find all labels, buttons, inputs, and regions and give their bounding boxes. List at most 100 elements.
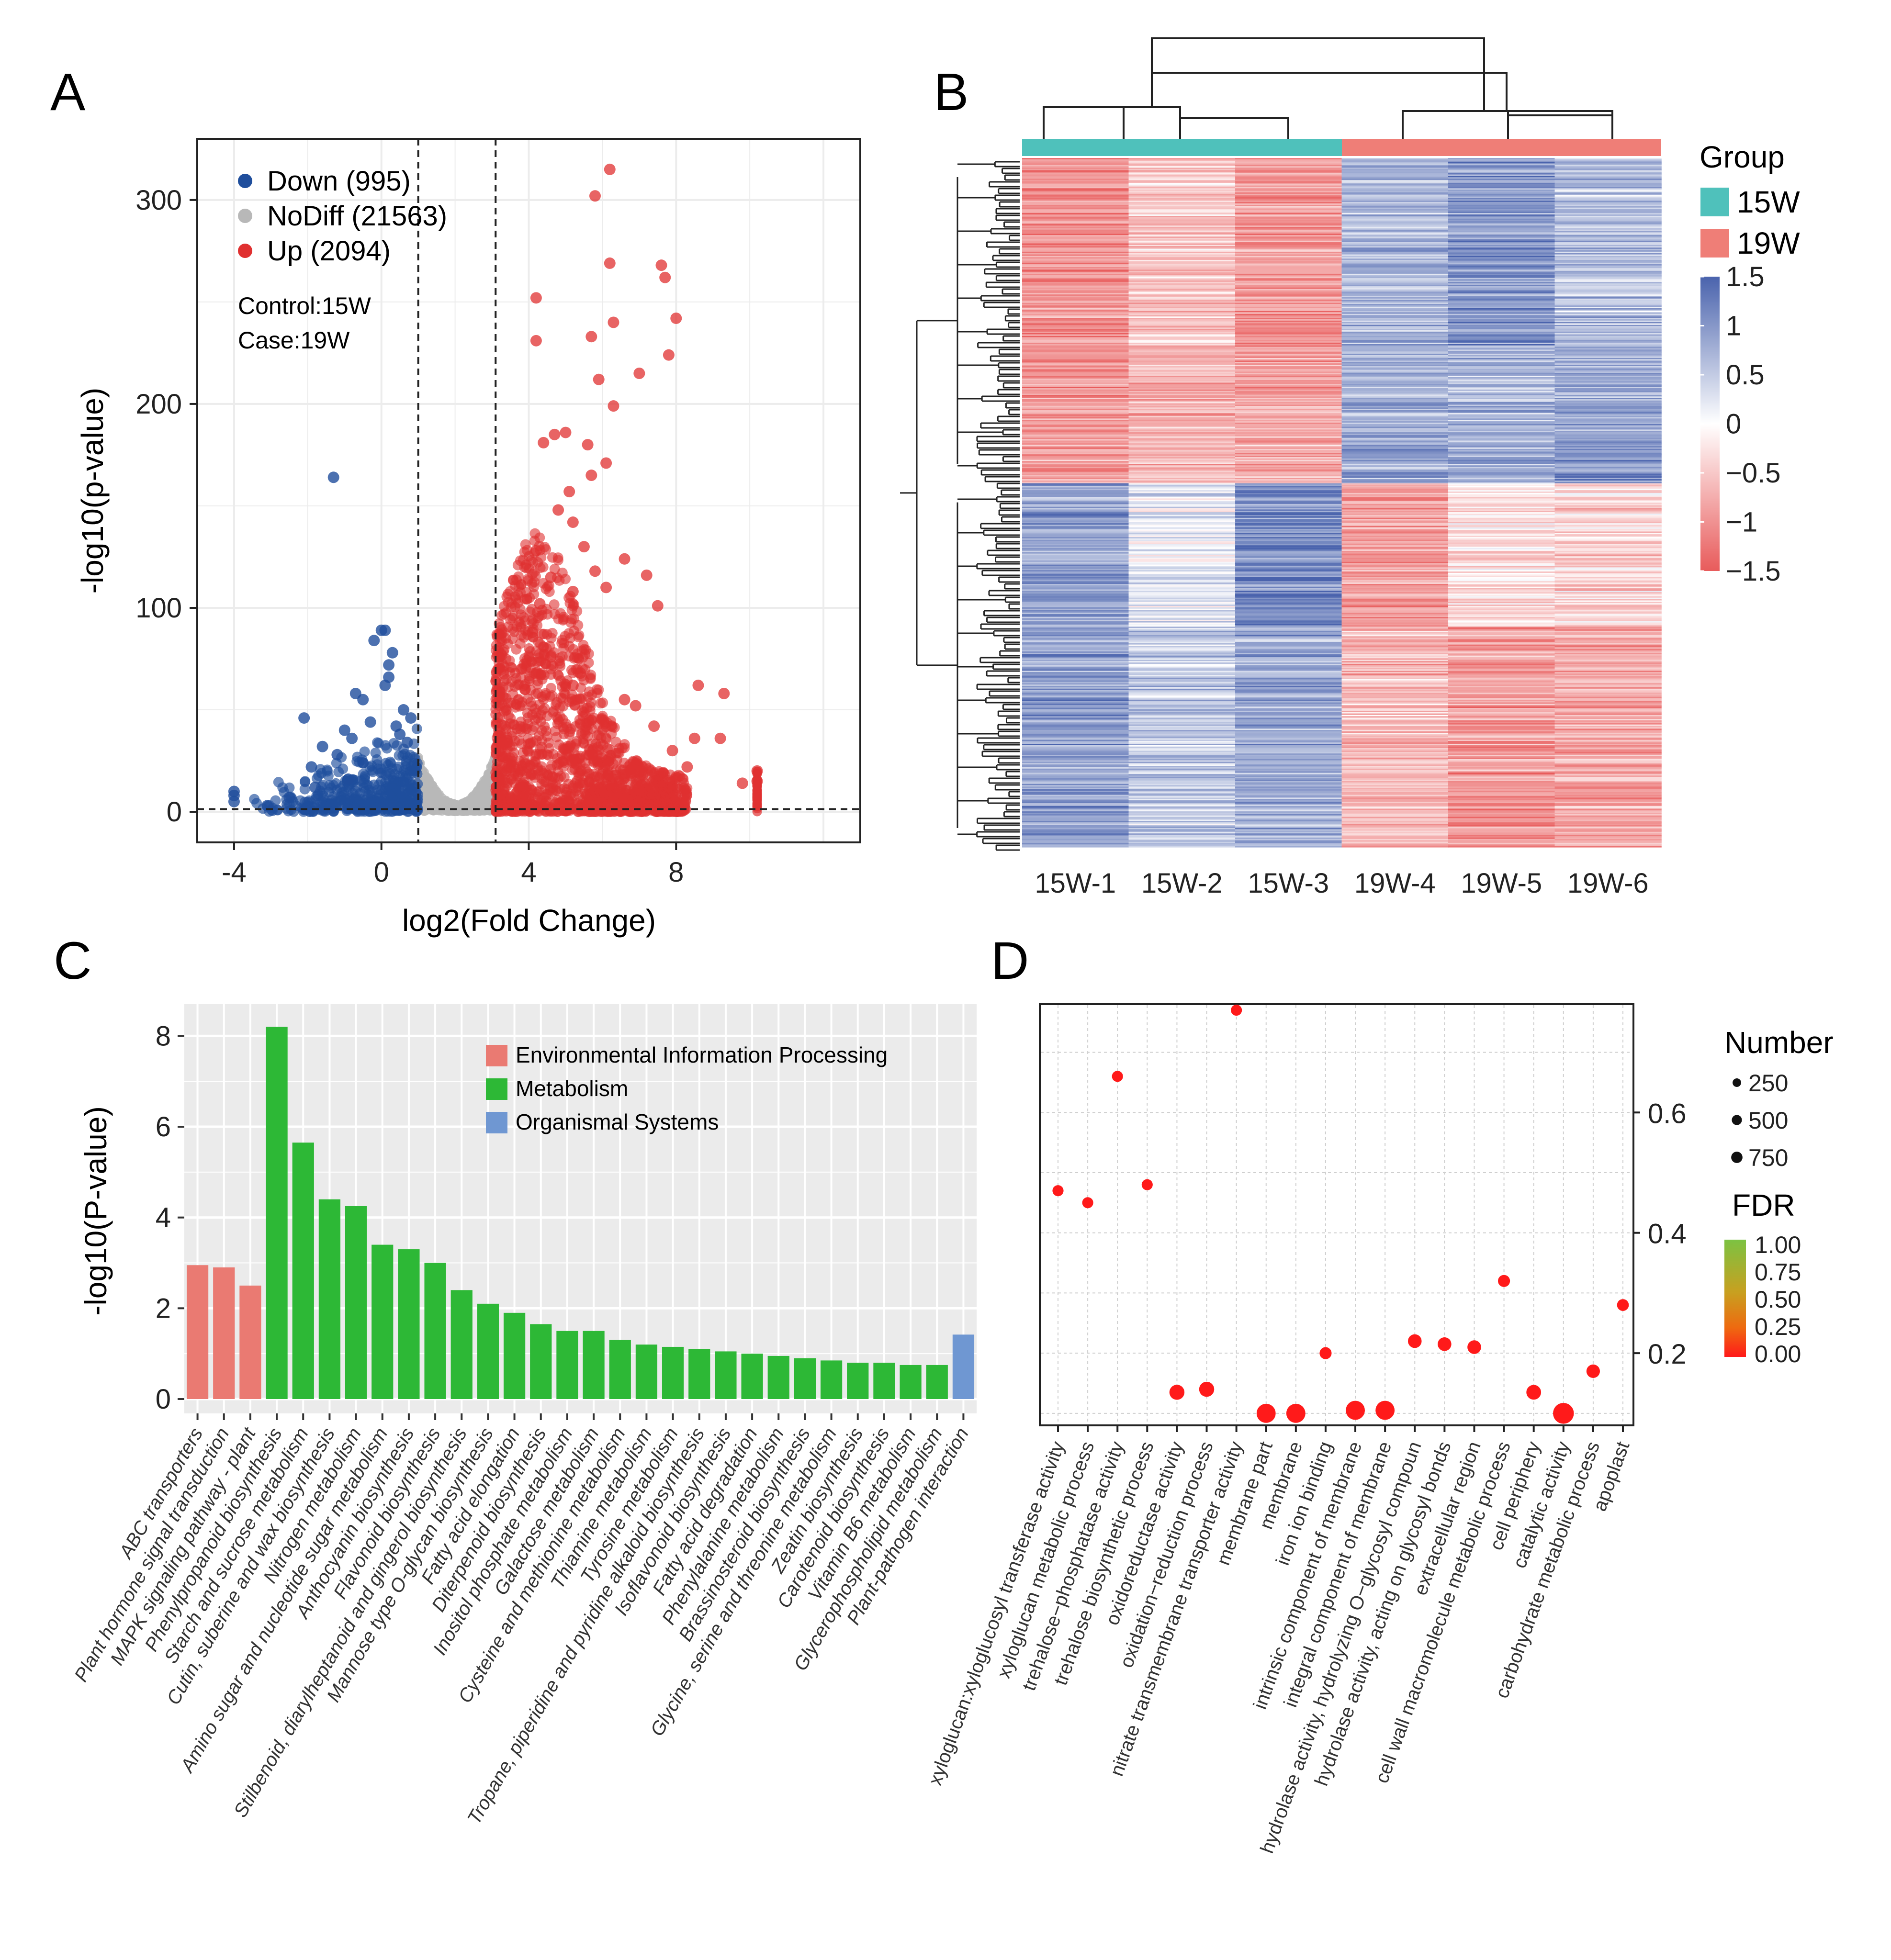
down-point	[375, 624, 387, 636]
up-point	[633, 368, 645, 379]
up-point	[610, 737, 621, 748]
up-point	[529, 772, 540, 783]
down-point	[364, 716, 376, 728]
nodiff-point	[481, 775, 490, 784]
up-point	[681, 761, 693, 773]
up-point	[547, 690, 558, 701]
up-point	[568, 782, 579, 793]
up-point	[670, 312, 682, 324]
nodiff-point	[423, 791, 432, 800]
down-point	[408, 766, 419, 777]
down-point	[338, 763, 349, 774]
up-point	[659, 271, 671, 283]
up-point	[578, 541, 590, 553]
down-point	[310, 794, 321, 805]
nodiff-point	[475, 783, 484, 792]
up-point	[519, 683, 531, 695]
down-point	[359, 746, 370, 757]
up-point	[514, 701, 525, 712]
up-point	[552, 806, 563, 817]
down-point	[376, 784, 387, 795]
up-point	[620, 768, 631, 779]
down-point	[357, 757, 369, 769]
up-point	[631, 774, 642, 785]
up-point	[559, 687, 570, 698]
up-point	[655, 259, 667, 271]
down-point	[288, 806, 299, 817]
up-point	[541, 749, 552, 760]
up-point	[597, 697, 608, 708]
up-point	[534, 598, 546, 610]
up-point	[530, 545, 542, 557]
up-point	[523, 575, 534, 586]
down-point	[360, 786, 371, 797]
down-point	[322, 764, 333, 775]
legend-down-dot	[238, 174, 252, 188]
up-point	[545, 651, 557, 663]
nodiff-point	[422, 779, 431, 788]
down-point	[355, 775, 366, 786]
down-point	[327, 471, 339, 483]
heatmap: 15W-1 15W-2 15W-3 19W-4 19W-5 19W-6 Group 15W…	[900, 37, 1800, 899]
up-point	[648, 720, 660, 732]
column-dendrogram-branches	[1043, 72, 1613, 141]
up-point	[512, 771, 523, 782]
up-point	[601, 734, 612, 745]
down-point	[372, 793, 383, 804]
down-point	[386, 806, 397, 817]
down-point	[388, 773, 399, 784]
up-point	[541, 629, 552, 640]
down-point	[405, 712, 417, 724]
up-point	[532, 612, 543, 623]
up-point	[552, 669, 563, 680]
up-point	[495, 763, 507, 774]
up-point	[577, 711, 588, 722]
up-point	[548, 706, 559, 717]
nodiff-point	[435, 790, 444, 799]
up-point	[558, 701, 569, 712]
up-point	[663, 349, 675, 361]
heatmap-cells	[1022, 158, 1662, 848]
up-point	[563, 486, 575, 498]
up-point	[501, 693, 512, 704]
up-point	[576, 765, 587, 776]
up-point	[589, 565, 601, 577]
up-point	[607, 795, 618, 806]
up-point	[545, 571, 557, 583]
up-point	[529, 528, 540, 539]
volcano-y-axis-title: -log10(p-value)	[75, 388, 110, 594]
control-note: Control:15W	[238, 292, 371, 319]
down-point	[372, 802, 383, 813]
nodiff-point	[439, 798, 449, 807]
down-point	[368, 635, 380, 647]
up-point	[567, 516, 579, 528]
down-point	[298, 712, 310, 724]
down-point	[308, 806, 319, 817]
up-point	[543, 737, 554, 748]
up-point	[589, 190, 601, 202]
up-point	[591, 684, 602, 695]
up-point	[573, 631, 584, 642]
volcano-x-tick-label: 8	[668, 857, 684, 888]
up-point	[644, 789, 655, 800]
group-bar-15w	[1022, 139, 1342, 156]
panel-letter-c: C	[54, 931, 91, 990]
up-point	[630, 700, 642, 712]
up-point	[597, 764, 608, 775]
up-point	[656, 798, 667, 809]
up-point	[522, 733, 533, 744]
volcano-y-tick-label: 300	[135, 185, 182, 216]
down-point	[399, 802, 410, 813]
down-point	[316, 740, 328, 752]
up-point	[585, 470, 597, 482]
down-point	[298, 806, 309, 817]
up-point	[492, 663, 503, 674]
up-point	[495, 629, 506, 640]
up-point	[657, 777, 668, 788]
up-point	[619, 553, 630, 565]
down-point	[357, 694, 369, 706]
up-point	[518, 781, 529, 792]
up-point	[714, 732, 726, 744]
